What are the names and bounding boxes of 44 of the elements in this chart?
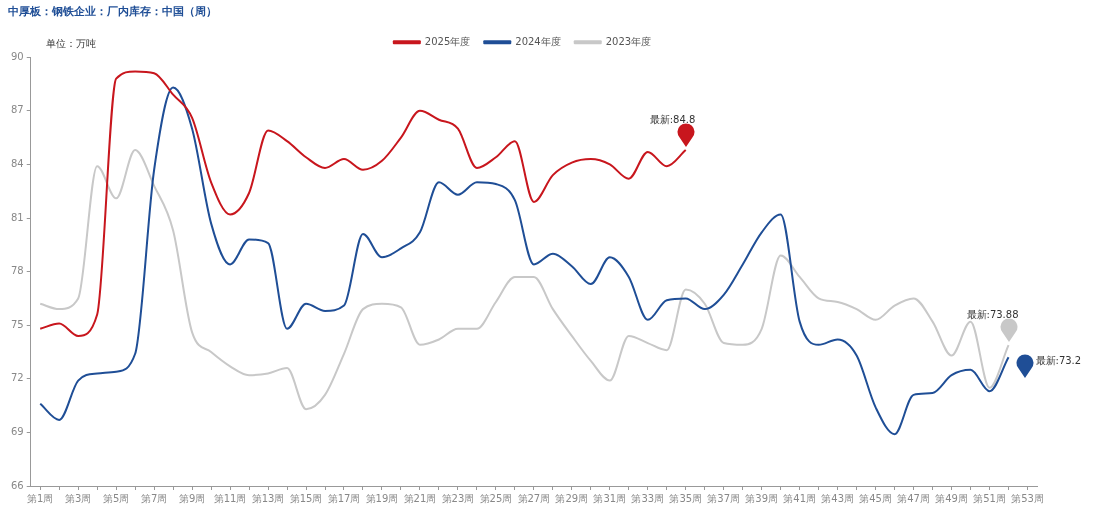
x-tick-label: 第15周 (289, 492, 323, 504)
y-axis-title: 单位：万吨 (46, 37, 96, 49)
x-tick-label: 第3周 (65, 492, 92, 504)
x-tick-label: 第27周 (517, 492, 551, 504)
x-tick-label: 第19周 (365, 492, 399, 504)
x-tick-label: 第23周 (441, 492, 475, 504)
x-tick-label: 第47周 (897, 492, 930, 504)
y-tick-label: 75 (10, 318, 24, 330)
x-tick-label: 第51周 (973, 492, 1006, 504)
x-tick-label: 第7周 (140, 492, 168, 504)
legend-label: 2025年度 (424, 35, 471, 47)
x-tick-label: 第33周 (631, 492, 665, 504)
legend-label: 2023年度 (605, 35, 652, 47)
x-tick-label: 第53周 (1011, 492, 1044, 504)
x-tick-label: 第25周 (479, 492, 513, 504)
x-tick-label: 第39周 (745, 492, 779, 504)
x-tick-label: 第37周 (707, 492, 741, 504)
x-tick-label: 第41周 (783, 492, 817, 504)
x-tick-label: 第43周 (821, 492, 855, 504)
x-tick-label: 第45周 (859, 492, 892, 504)
chart-title: 中厚板：钢铁企业：厂内库存：中国（周） (8, 5, 217, 19)
y-tick-label: 90 (10, 50, 24, 62)
y-tick-label: 66 (10, 479, 24, 491)
x-tick-label: 第1周 (27, 492, 54, 504)
x-tick-label: 第21周 (403, 492, 437, 504)
x-tick-label: 第9周 (178, 492, 206, 504)
x-tick-label: 第49周 (935, 492, 968, 504)
annotation: 最新:84.8 (649, 113, 696, 128)
annotation: 最新:73.88 (966, 308, 1019, 323)
y-tick-label: 84 (10, 157, 24, 169)
y-tick-label: 78 (10, 265, 24, 277)
y-tick-label: 81 (10, 211, 24, 223)
x-tick-label: 第29周 (555, 492, 589, 504)
y-tick-label: 72 (10, 372, 24, 384)
y-tick-label: 69 (10, 425, 24, 437)
annotation: 最新:73.2 (1035, 354, 1082, 369)
y-tick-label: 87 (10, 104, 24, 116)
x-tick-label: 第17周 (327, 492, 361, 504)
x-tick-label: 第35周 (669, 492, 703, 504)
x-tick-label: 第5周 (102, 492, 130, 504)
x-tick-label: 第11周 (213, 492, 247, 504)
legend-label: 2024年度 (515, 35, 561, 47)
x-tick-label: 第13周 (251, 492, 285, 504)
x-tick-label: 第31周 (593, 492, 627, 504)
